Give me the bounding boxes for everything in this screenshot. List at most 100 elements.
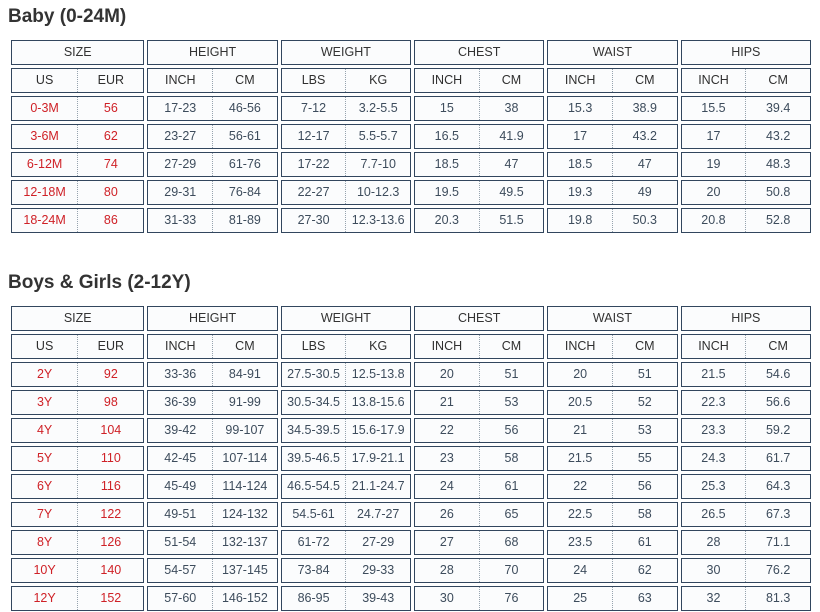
value: 76.2 [745, 559, 810, 582]
data-cell: 24 61 [414, 474, 545, 499]
value: 56.6 [745, 391, 810, 414]
value: 91-99 [212, 391, 277, 414]
value: 39-43 [345, 587, 410, 610]
value: 22.5 [567, 507, 593, 521]
value: 58 [478, 447, 544, 470]
subheader-cell: LBS KG [280, 334, 412, 359]
value: 48.3 [745, 153, 810, 176]
data-cell: 30 76.2 [680, 558, 811, 583]
value: 16.5 [434, 129, 460, 143]
value: 3.2-5.5 [345, 97, 410, 120]
data-cell: 21 53 [414, 390, 545, 415]
value: 15 [439, 101, 454, 115]
value: 107-114 [212, 447, 277, 470]
value: 24 [439, 479, 454, 493]
value: 28 [706, 535, 721, 549]
value: 38.9 [611, 97, 677, 120]
value: 29-31 [164, 185, 197, 199]
subheader-label: INCH [698, 73, 729, 87]
value: 152 [77, 587, 143, 610]
value: 30 [706, 563, 721, 577]
value: 30 [439, 591, 454, 605]
value: 13.8-15.6 [345, 391, 410, 414]
value: 54-57 [164, 563, 197, 577]
subheader-label: CM [611, 335, 677, 358]
value: 98 [77, 391, 143, 414]
data-cell: 42-45 107-114 [147, 446, 278, 471]
value: 57-60 [164, 591, 197, 605]
value: 20 [573, 367, 588, 381]
value: 20.8 [701, 213, 726, 227]
value: 50.8 [745, 181, 810, 204]
data-cell: 21.5 55 [547, 446, 678, 471]
value: 23.3 [701, 423, 726, 437]
value: 7-12 [301, 101, 327, 115]
value: 49.5 [478, 181, 544, 204]
data-cell: 31-33 81-89 [147, 208, 278, 233]
value: 6Y [36, 479, 53, 493]
size-cell: 12-18M 80 [11, 180, 145, 205]
data-cell: 23.3 59.2 [680, 418, 811, 443]
value: 12-17 [297, 129, 330, 143]
data-cell: 7-12 3.2-5.5 [280, 96, 412, 121]
subheader-label: INCH [564, 73, 596, 87]
value: 19.5 [434, 185, 460, 199]
value: 81-89 [212, 209, 277, 232]
size-cell: 12Y 152 [11, 586, 145, 611]
column-group-header-size: SIZE [11, 306, 145, 331]
data-cell: 21 53 [547, 418, 678, 443]
subheader-label: INCH [564, 339, 596, 353]
value: 47 [478, 153, 544, 176]
column-group-header-weight: WEIGHT [280, 40, 412, 65]
column-group-header-chest: CHEST [414, 40, 545, 65]
data-cell: 20 51 [547, 362, 678, 387]
baby-section-title: Baby (0-24M) [8, 6, 127, 27]
value: 0-3M [30, 101, 59, 115]
value: 36-39 [164, 395, 197, 409]
data-cell: 20.8 52.8 [680, 208, 811, 233]
data-cell: 27 68 [414, 530, 545, 555]
value: 51.5 [478, 209, 544, 232]
subheader-cell: INCH CM [147, 334, 278, 359]
data-cell: 20.3 51.5 [414, 208, 545, 233]
data-cell: 73-84 29-33 [280, 558, 412, 583]
value: 24.3 [701, 451, 726, 465]
data-cell: 23-27 56-61 [147, 124, 278, 149]
size-cell: 3Y 98 [11, 390, 145, 415]
value: 54.5-61 [292, 507, 335, 521]
value: 31-33 [164, 213, 197, 227]
data-cell: 18.5 47 [547, 152, 678, 177]
value: 76 [478, 587, 544, 610]
value: 52 [611, 391, 677, 414]
value: 26.5 [701, 507, 726, 521]
value: 86-95 [297, 591, 330, 605]
value: 34.5-39.5 [287, 423, 340, 437]
size-cell: 6Y 116 [11, 474, 145, 499]
subheader-cell: INCH CM [680, 68, 811, 93]
value: 49-51 [164, 507, 197, 521]
data-cell: 17-22 7.7-10 [280, 152, 412, 177]
data-cell: 54.5-61 24.7-27 [280, 502, 412, 527]
value: 59.2 [745, 419, 810, 442]
value: 12Y [33, 591, 56, 605]
value: 23 [439, 451, 454, 465]
value: 42-45 [164, 451, 197, 465]
value: 29-33 [345, 559, 410, 582]
column-group-header-waist: WAIST [547, 40, 678, 65]
data-cell: 21.5 54.6 [680, 362, 811, 387]
value: 92 [77, 363, 143, 386]
data-cell: 17 43.2 [547, 124, 678, 149]
value: 12-18M [23, 185, 66, 199]
value: 17-22 [297, 157, 330, 171]
value: 104 [77, 419, 143, 442]
value: 20.5 [567, 395, 593, 409]
subheader-label: KG [345, 335, 410, 358]
column-group-header-height: HEIGHT [147, 40, 278, 65]
value: 68 [478, 531, 544, 554]
value: 7.7-10 [345, 153, 410, 176]
value: 23.5 [567, 535, 593, 549]
subheader-label: US [35, 73, 54, 87]
value: 61.7 [745, 447, 810, 470]
column-group-header-hips: HIPS [680, 306, 811, 331]
value: 146-152 [212, 587, 277, 610]
